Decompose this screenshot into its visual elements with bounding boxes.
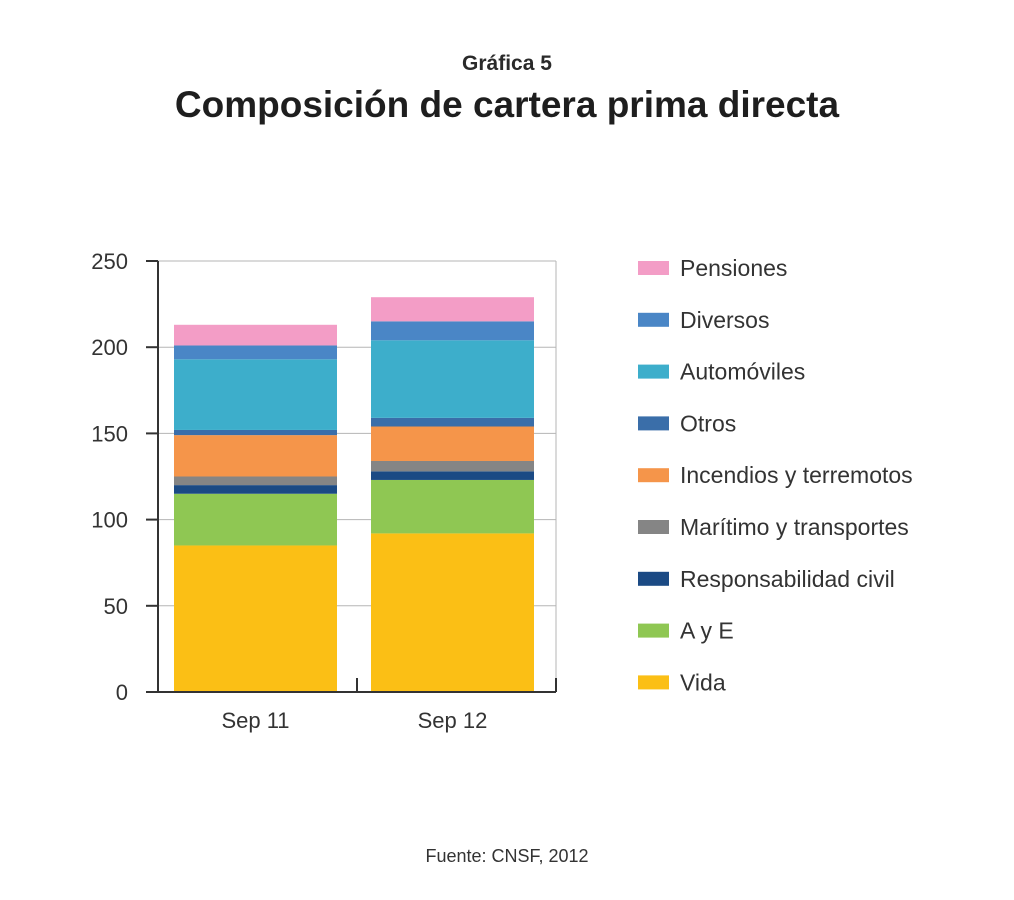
y-tick-label: 50	[104, 594, 128, 619]
bar-sep-11-vida	[174, 545, 337, 692]
bar-sep-12-otros	[371, 417, 534, 427]
x-tick-label: Sep 12	[418, 708, 488, 733]
bar-sep-11-incendios-y-terremotos	[174, 435, 337, 477]
y-tick-label: 100	[91, 508, 128, 533]
bar-sep-11-maritimo-y-transportes	[174, 476, 337, 486]
source-note: Fuente: CNSF, 2012	[425, 846, 589, 866]
bar-sep-11-otros	[174, 429, 337, 436]
bar-sep-12-pensiones	[371, 297, 534, 322]
y-tick-label: 0	[116, 680, 128, 705]
bar-sep-12-incendios-y-terremotos	[371, 426, 534, 461]
bars-layer	[174, 297, 534, 692]
legend-swatch	[638, 261, 669, 275]
bar-sep-12-responsabilidad-civil	[371, 471, 534, 480]
bar-sep-12-maritimo-y-transportes	[371, 460, 534, 472]
legend-label: Otros	[680, 410, 736, 436]
legend-label: A y E	[680, 618, 734, 644]
legend-swatch	[638, 623, 669, 638]
legend-swatch	[638, 675, 669, 690]
legend-label: Vida	[680, 669, 726, 695]
bar-sep-12-diversos	[371, 321, 534, 341]
bar-sep-11-a-y-e	[174, 493, 337, 546]
legend-swatch	[638, 416, 669, 431]
bar-sep-11-automoviles	[174, 359, 337, 430]
bar-sep-12-automoviles	[371, 340, 534, 418]
bar-sep-11-pensiones	[174, 324, 337, 346]
chart-title: Composición de cartera prima directa	[174, 84, 840, 125]
y-tick-label: 250	[91, 249, 128, 274]
y-tick-label: 150	[91, 421, 128, 446]
legend-label: Diversos	[680, 307, 769, 333]
legend-label: Pensiones	[680, 255, 787, 281]
legend-label: Marítimo y transportes	[680, 514, 909, 540]
bar-sep-12-a-y-e	[371, 479, 534, 534]
legend-swatch	[638, 364, 669, 379]
axes-layer: Sep 11 Sep 12 0 50 100 150 200 250	[91, 249, 557, 733]
bar-sep-11-diversos	[174, 345, 337, 360]
legend-swatch	[638, 468, 669, 483]
legend-label: Responsabilidad civil	[680, 566, 895, 592]
bar-sep-12-vida	[371, 533, 534, 692]
x-tick-label: Sep 11	[221, 708, 289, 733]
legend-swatch	[638, 520, 669, 534]
legend-swatch	[638, 312, 669, 327]
legend-label: Automóviles	[680, 359, 805, 385]
legend-swatch	[638, 571, 669, 586]
bar-sep-11-responsabilidad-civil	[174, 485, 337, 494]
y-tick-label: 200	[91, 335, 128, 360]
legend-layer: Pensiones Diversos Automóviles Otros Incendi…	[638, 255, 913, 695]
legend-label: Incendios y terremotos	[680, 462, 913, 488]
chart-kicker: Gráfica 5	[462, 52, 552, 75]
